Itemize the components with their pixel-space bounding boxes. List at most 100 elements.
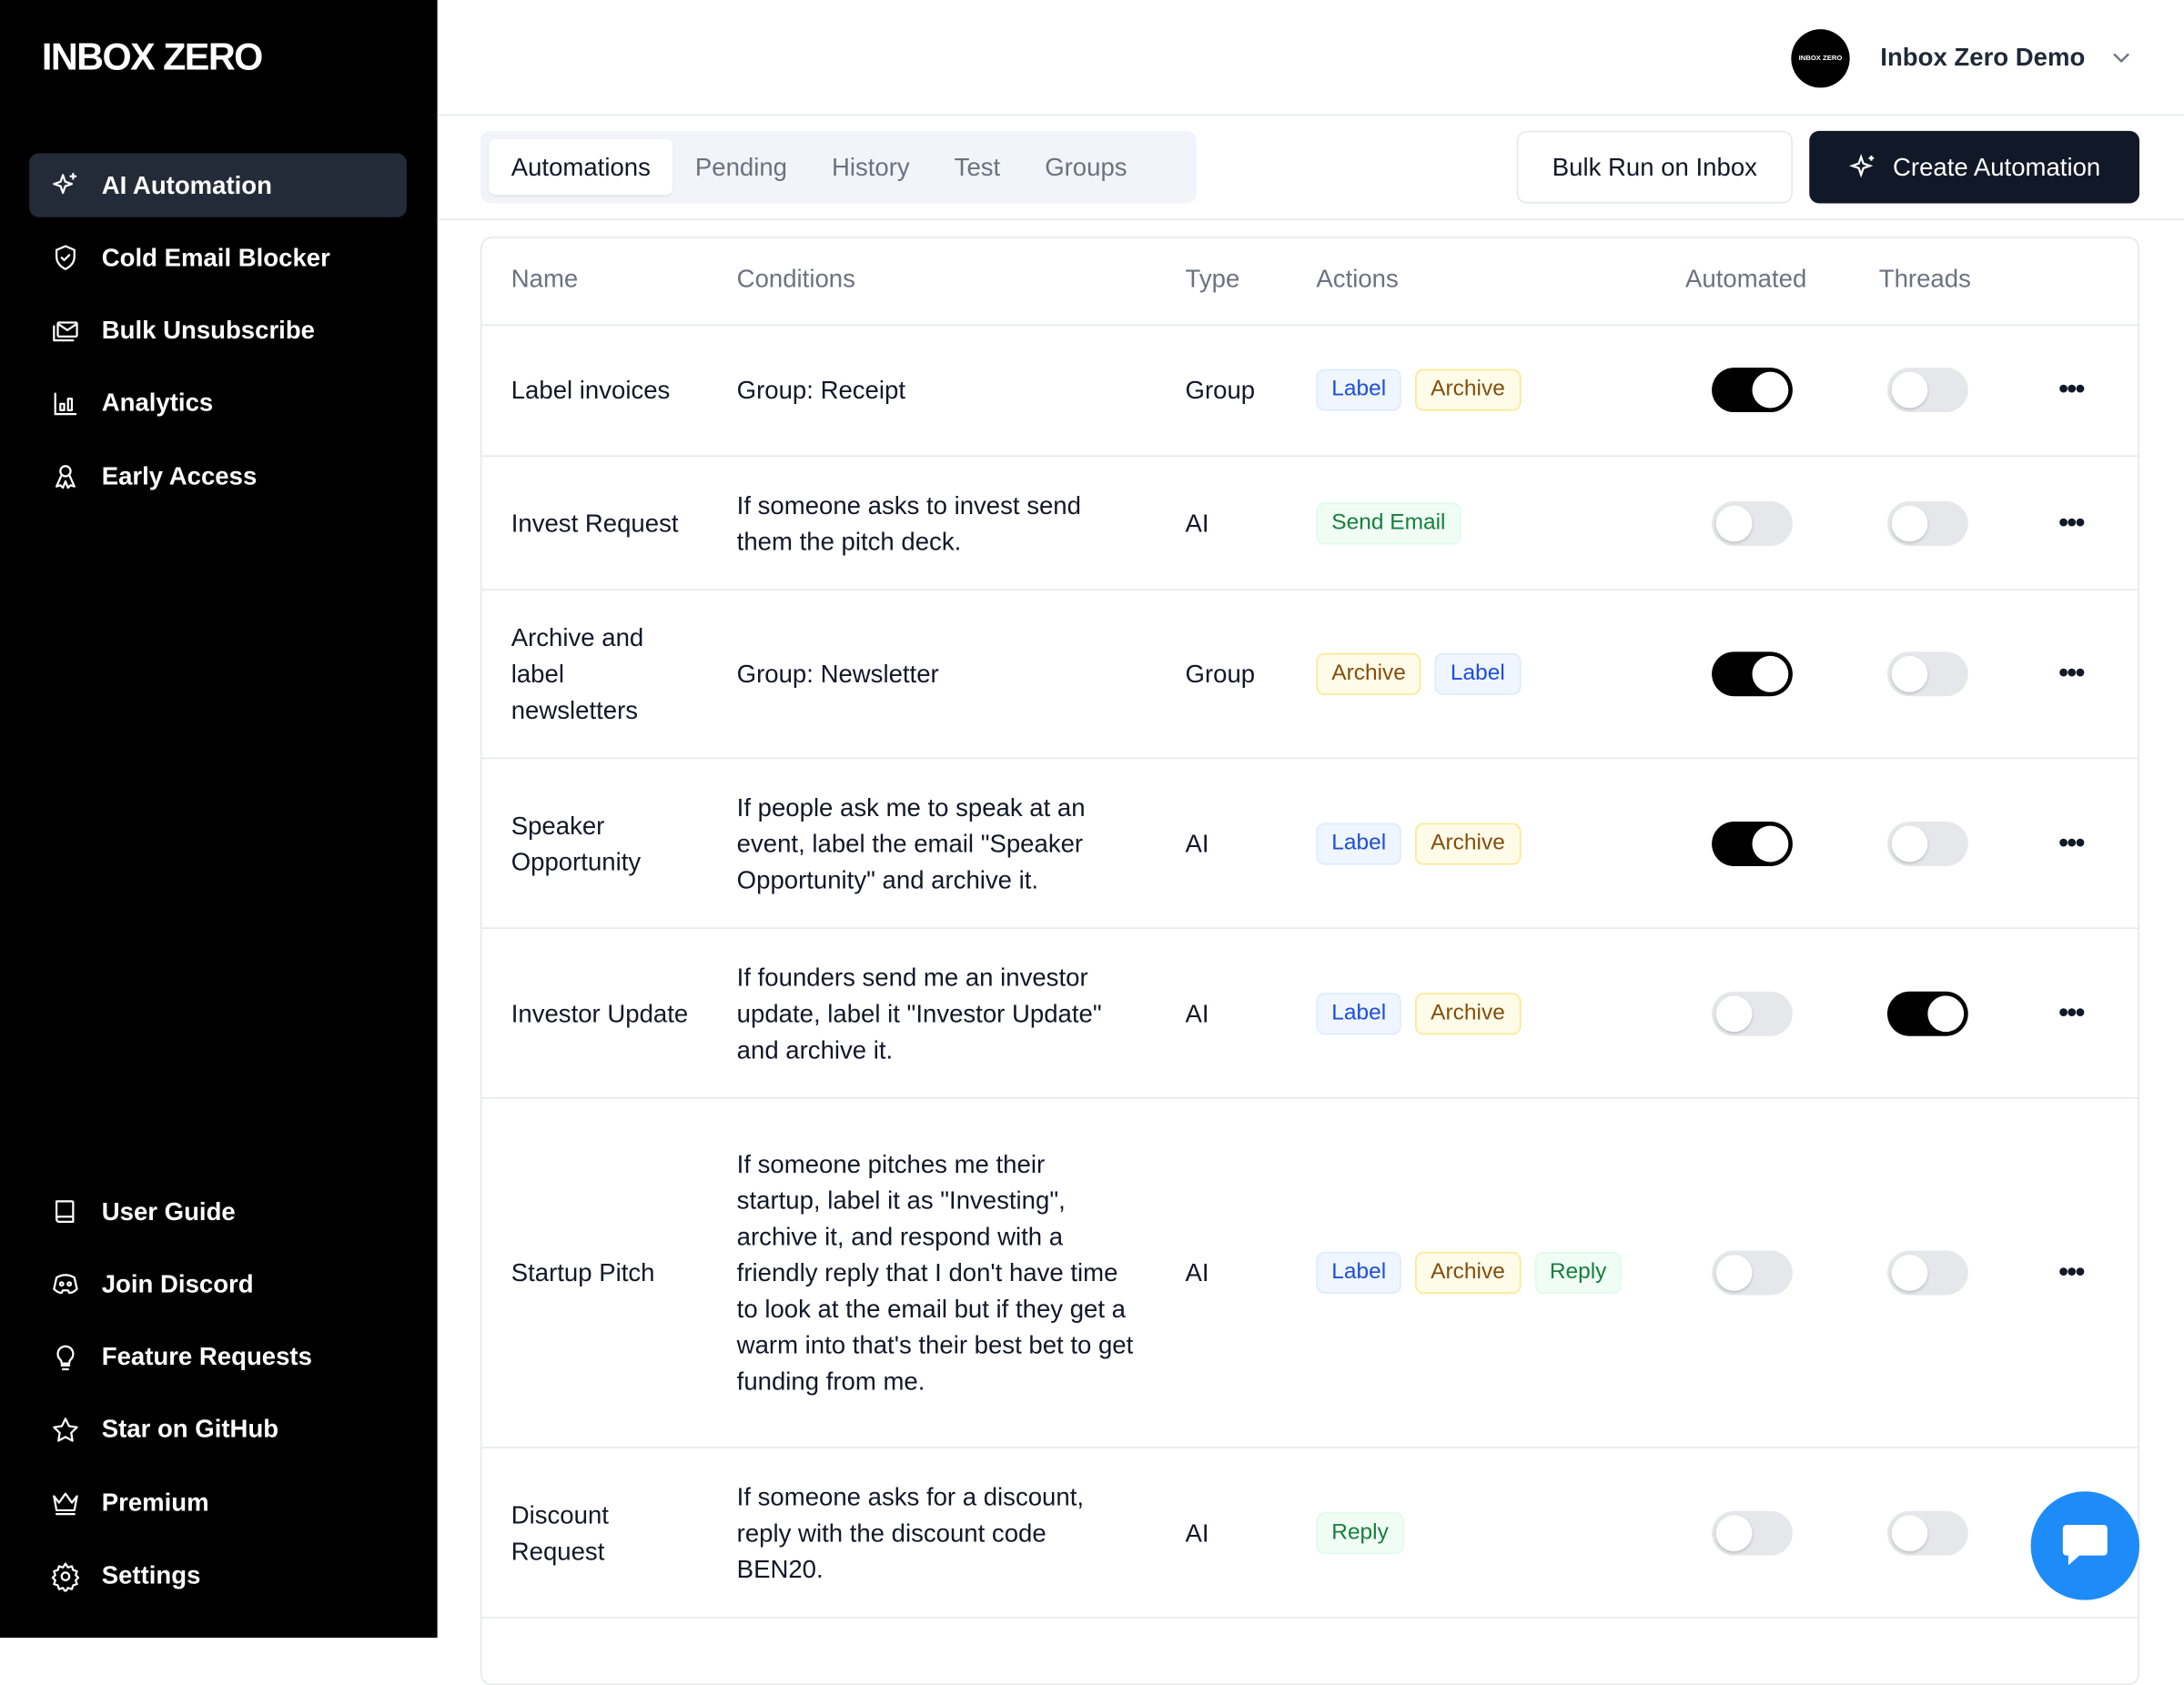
action-badge-label: Label <box>1316 822 1402 864</box>
chevron-down-icon[interactable] <box>2108 45 2134 70</box>
tab-automations[interactable]: Automations <box>489 139 673 196</box>
create-automation-label: Create Automation <box>1893 152 2101 181</box>
rule-type: AI <box>1185 1519 1209 1547</box>
sidebar-item-star-on-github[interactable]: Star on GitHub <box>29 1398 407 1462</box>
rule-conditions: If someone pitches me their startup, lab… <box>736 1150 1134 1396</box>
rule-type: Group <box>1185 660 1256 689</box>
rule-type: AI <box>1185 1258 1209 1287</box>
sidebar-item-bulk-unsubscribe[interactable]: Bulk Unsubscribe <box>29 298 407 362</box>
more-options-icon[interactable]: ••• <box>2058 373 2085 405</box>
automated-toggle[interactable] <box>1712 1250 1793 1296</box>
column-header-conditions: Conditions <box>736 264 855 293</box>
sidebar-item-label: Feature Requests <box>101 1342 312 1371</box>
table-row[interactable]: Discount Request If someone asks for a d… <box>481 1448 2138 1619</box>
rule-conditions: If someone asks to invest send them the … <box>736 490 1081 555</box>
mail-stack-icon <box>53 320 78 341</box>
sidebar-item-label: Bulk Unsubscribe <box>101 316 315 345</box>
action-badge-archive: Archive <box>1415 1252 1521 1294</box>
threads-toggle[interactable] <box>1886 991 1968 1036</box>
tab-pending[interactable]: Pending <box>694 152 787 181</box>
sidebar-item-join-discord[interactable]: Join Discord <box>29 1252 407 1316</box>
action-badge-label: Label <box>1435 652 1521 695</box>
action-badge-reply: Reply <box>1533 1252 1623 1294</box>
column-header-threads: Threads <box>1878 264 1971 293</box>
threads-toggle[interactable] <box>1886 368 1968 413</box>
rule-actions: Send Email <box>1316 501 1461 544</box>
table-row[interactable]: Speaker Opportunity If people ask me to … <box>481 759 2138 929</box>
threads-toggle[interactable] <box>1886 821 1968 866</box>
automated-toggle[interactable] <box>1712 651 1793 697</box>
rule-name: Discount Request <box>511 1500 609 1565</box>
rule-conditions: If founders send me an investor update, … <box>736 963 1102 1064</box>
avatar[interactable]: INBOX ZERO <box>1791 29 1850 88</box>
bulk-run-button[interactable]: Bulk Run on Inbox <box>1516 130 1793 204</box>
table-row[interactable]: Investor Update If founders send me an i… <box>481 929 2138 1099</box>
divider <box>437 218 2184 220</box>
chat-button[interactable] <box>2030 1491 2140 1600</box>
more-options-icon[interactable]: ••• <box>2058 827 2085 858</box>
sidebar: INBOX ZERO AI Automation Cold Email Block… <box>0 0 438 1638</box>
action-badge-label: Label <box>1316 368 1402 411</box>
ribbon-icon <box>55 465 76 489</box>
more-options-icon[interactable]: ••• <box>2058 658 2085 689</box>
automated-toggle[interactable] <box>1712 1509 1793 1555</box>
tab-test[interactable]: Test <box>954 152 1001 181</box>
sidebar-item-label: Cold Email Blocker <box>101 243 330 272</box>
rule-actions: Reply <box>1316 1511 1404 1554</box>
tab-history[interactable]: History <box>831 152 910 181</box>
column-header-type: Type <box>1185 264 1240 293</box>
automated-toggle[interactable] <box>1712 368 1793 413</box>
sidebar-item-label: Analytics <box>101 388 214 418</box>
action-badge-archive: Archive <box>1316 652 1421 695</box>
table-row[interactable]: Archive and label newsletters Group: New… <box>481 590 2138 760</box>
rule-conditions: If someone asks for a discount, reply wi… <box>736 1482 1085 1583</box>
bar-chart-icon <box>54 392 77 416</box>
rule-type: AI <box>1185 999 1209 1027</box>
sparkles-icon <box>1848 154 1875 178</box>
sidebar-item-label: User Guide <box>101 1196 236 1226</box>
sidebar-item-ai-automation[interactable]: AI Automation <box>29 153 407 217</box>
more-options-icon[interactable]: ••• <box>2058 507 2085 538</box>
tab-groups[interactable]: Groups <box>1045 152 1127 181</box>
threads-toggle[interactable] <box>1886 1509 1968 1555</box>
automated-toggle[interactable] <box>1712 500 1793 546</box>
automated-toggle[interactable] <box>1712 991 1793 1036</box>
threads-toggle[interactable] <box>1886 651 1968 697</box>
column-header-automated: Automated <box>1685 264 1807 293</box>
sidebar-item-premium[interactable]: Premium <box>29 1471 407 1535</box>
table-row[interactable]: Invest Request If someone asks to invest… <box>481 457 2138 590</box>
sidebar-item-analytics[interactable]: Analytics <box>29 372 407 436</box>
sidebar-item-label: Star on GitHub <box>101 1415 279 1444</box>
more-options-icon[interactable]: ••• <box>2058 1256 2085 1288</box>
column-header-name: Name <box>511 264 579 293</box>
logo[interactable]: INBOX ZERO <box>41 35 263 78</box>
sidebar-item-label: Join Discord <box>101 1269 254 1298</box>
sidebar-item-cold-email-blocker[interactable]: Cold Email Blocker <box>29 226 407 289</box>
user-menu-name[interactable]: Inbox Zero Demo <box>1880 43 2086 72</box>
rule-name: Speaker Opportunity <box>511 811 642 875</box>
rule-actions: Label Archive <box>1316 368 1521 411</box>
sidebar-item-feature-requests[interactable]: Feature Requests <box>29 1326 407 1389</box>
action-badge-label: Label <box>1316 992 1402 1034</box>
automated-toggle[interactable] <box>1712 821 1793 866</box>
sidebar-item-early-access[interactable]: Early Access <box>29 445 407 509</box>
action-badge-label: Label <box>1316 1252 1402 1294</box>
rule-conditions: Group: Receipt <box>736 376 905 404</box>
crown-icon <box>53 1492 78 1516</box>
tabs: Automations Pending History Test Groups <box>480 130 1197 204</box>
rule-conditions: Group: Newsletter <box>736 660 939 689</box>
more-options-icon[interactable]: ••• <box>2058 996 2085 1028</box>
sidebar-item-label: Premium <box>101 1488 209 1517</box>
sidebar-item-settings[interactable]: Settings <box>29 1544 407 1608</box>
action-badge-archive: Archive <box>1415 368 1521 411</box>
column-header-actions: Actions <box>1316 264 1399 293</box>
threads-toggle[interactable] <box>1886 500 1968 546</box>
sparkles-icon <box>53 172 77 195</box>
star-icon <box>53 1418 78 1442</box>
create-automation-button[interactable]: Create Automation <box>1809 130 2140 204</box>
table-row[interactable]: Startup Pitch If someone pitches me thei… <box>481 1099 2138 1448</box>
threads-toggle[interactable] <box>1886 1250 1968 1296</box>
table-row[interactable]: Label invoices Group: Receipt Group Labe… <box>481 325 2138 458</box>
rule-name: Startup Pitch <box>511 1258 655 1287</box>
sidebar-item-user-guide[interactable]: User Guide <box>29 1179 407 1243</box>
